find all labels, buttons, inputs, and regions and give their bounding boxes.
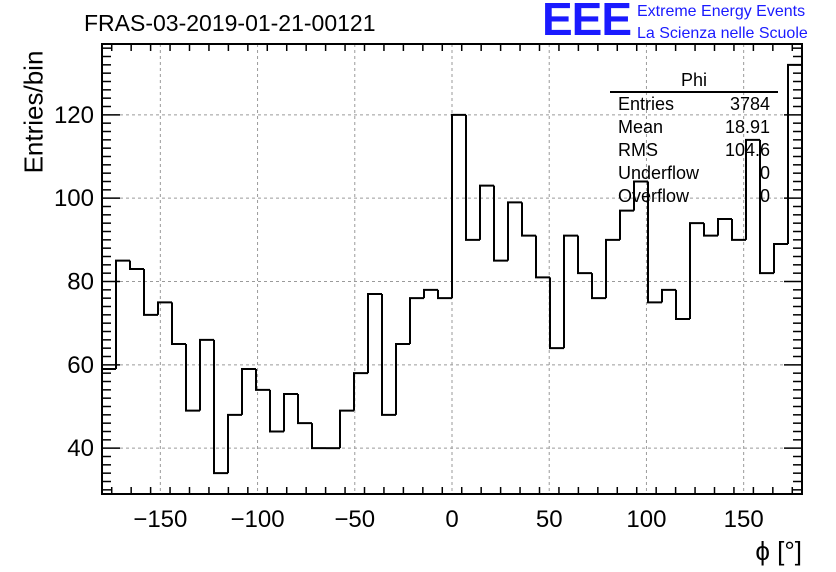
eee-logo-line-1: Extreme Energy Events <box>637 3 806 20</box>
histogram-bin <box>591 273 606 300</box>
histogram-bin <box>675 289 690 320</box>
histogram-bin <box>269 389 284 433</box>
axis-ticks <box>102 44 802 494</box>
histogram-bin <box>381 294 396 416</box>
eee-logo-line-2: La Scienza nelle Scuole <box>637 25 808 42</box>
x-axis-label: ϕ [°] <box>755 536 802 566</box>
tick-labels: −150 −100 −50 0 50 100 150 40 60 80 100 120 <box>54 102 764 533</box>
histogram-bin <box>577 235 592 275</box>
histogram-bin <box>731 219 746 241</box>
histogram-bin <box>395 343 410 415</box>
histogram-bin <box>185 344 200 412</box>
stats-label: Mean <box>618 117 664 137</box>
y-tick-label: 100 <box>54 185 94 212</box>
histogram-bin <box>213 339 228 475</box>
histogram-bin <box>717 218 732 236</box>
histogram-bin <box>465 114 480 241</box>
histogram-bin <box>661 288 676 303</box>
histogram-bin <box>409 297 424 344</box>
y-tick-label: 120 <box>54 102 94 129</box>
stats-label: Overflow <box>618 186 690 206</box>
histogram-bin <box>605 238 620 299</box>
histogram-bin <box>143 269 158 316</box>
stats-value: 0 <box>759 186 770 206</box>
histogram-bin <box>535 235 550 279</box>
stats-label: Underflow <box>618 163 700 183</box>
histogram-bin <box>423 288 438 299</box>
histogram-bin <box>255 369 270 391</box>
stats-divider <box>610 91 778 93</box>
x-tick-label: −50 <box>334 506 375 533</box>
histogram-bin <box>353 372 368 411</box>
x-tick-label: −100 <box>231 506 285 533</box>
histogram-bin <box>703 223 718 237</box>
histogram-bin <box>297 394 312 425</box>
eee-logo-mark: EEE <box>542 0 632 45</box>
x-tick-label: −150 <box>133 506 187 533</box>
histogram-bin <box>689 222 704 319</box>
histogram-bin <box>549 277 564 350</box>
histogram-bin <box>227 413 242 474</box>
histogram-bin <box>619 209 634 240</box>
stats-box: Phi Entries 3784 Mean 18.91 RMS 104.6 Un… <box>610 70 778 208</box>
chart-title: FRAS-03-2019-01-21-00121 <box>84 10 376 36</box>
histogram-bin <box>129 260 144 270</box>
histogram-bin <box>647 181 662 304</box>
histogram-bin <box>437 289 452 300</box>
histogram-bin <box>633 180 648 211</box>
histogram-bin <box>787 63 802 244</box>
stats-row-mean: Mean 18.91 <box>610 116 778 139</box>
y-tick-label: 80 <box>67 269 94 296</box>
histogram-bin <box>367 293 382 374</box>
stats-row-rms: RMS 104.6 <box>610 139 778 162</box>
histogram-bin <box>507 201 522 261</box>
stats-label: RMS <box>618 140 658 160</box>
histogram-bin <box>773 243 788 274</box>
histogram-bin <box>283 393 298 432</box>
histogram-bin <box>451 113 466 299</box>
histogram-bin <box>311 423 326 450</box>
stats-value: 104.6 <box>724 140 770 160</box>
histogram-bin <box>241 368 256 415</box>
grid-lines <box>102 44 802 494</box>
stats-title: Phi <box>680 70 707 90</box>
histogram-bin <box>493 185 508 262</box>
histogram-bin <box>115 259 130 369</box>
histogram-bin <box>759 139 774 275</box>
histogram-bin <box>171 302 186 345</box>
stats-row-overflow: Overflow 0 <box>610 185 778 208</box>
histogram-bin <box>521 202 536 237</box>
stats-row-underflow: Underflow 0 <box>610 162 778 185</box>
histogram-bin <box>479 184 494 240</box>
stats-row-entries: Entries 3784 <box>610 93 778 116</box>
stats-value: 3784 <box>729 94 770 114</box>
histogram-bin <box>157 301 172 315</box>
stats-value: 18.91 <box>724 117 770 137</box>
y-tick-label: 60 <box>67 352 94 379</box>
histogram-bin <box>339 409 354 449</box>
plot-frame <box>101 43 803 495</box>
x-tick-label: 50 <box>536 506 563 533</box>
x-tick-label: 100 <box>626 506 666 533</box>
stats-value: 0 <box>759 163 770 183</box>
y-tick-label: 40 <box>67 435 94 462</box>
y-axis-label: Entries/bin <box>18 50 49 174</box>
histogram-bin <box>563 234 578 349</box>
x-tick-label: 0 <box>445 506 458 533</box>
histogram-bin <box>745 138 760 240</box>
x-tick-label: 150 <box>724 506 764 533</box>
stats-label: Entries <box>618 94 675 114</box>
histogram-series <box>102 63 802 475</box>
histogram-bin <box>199 338 214 411</box>
